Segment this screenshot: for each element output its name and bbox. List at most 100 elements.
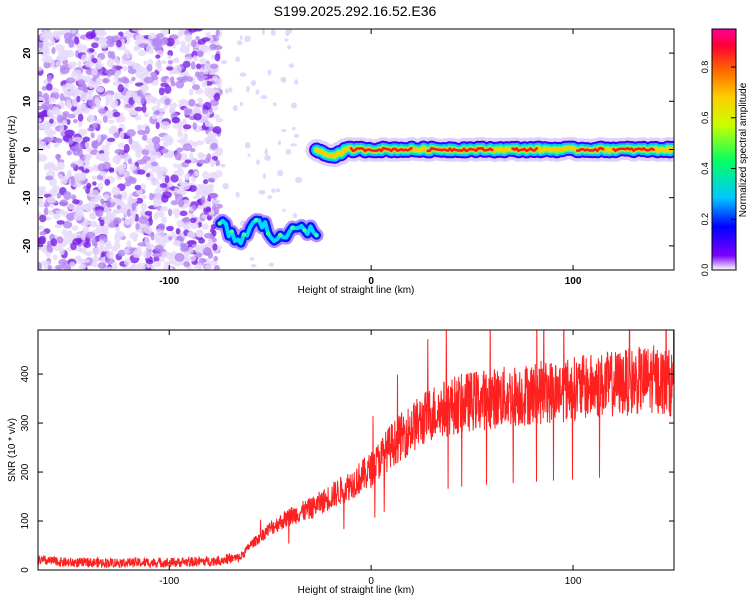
noise-speck <box>63 191 72 201</box>
noise-speck <box>286 29 293 34</box>
noise-speck <box>104 69 114 74</box>
noise-speck <box>58 259 68 266</box>
figure-title: S199.2025.292.16.52.E36 <box>274 3 437 19</box>
noise-speck <box>145 259 154 265</box>
noise-speck <box>43 29 53 39</box>
noise-speck <box>186 240 197 245</box>
snr-series-line <box>38 330 674 570</box>
noise-speck <box>38 118 42 123</box>
noise-speck <box>86 182 92 190</box>
y-tick-label: 10 <box>22 95 33 107</box>
noise-speck <box>137 49 146 57</box>
noise-speck <box>106 250 115 259</box>
colorbar-tick-label: 0.2 <box>700 213 710 226</box>
noise-speck <box>83 107 90 114</box>
noise-speck <box>77 247 83 253</box>
noise-speck <box>113 217 122 225</box>
noise-speck <box>164 98 171 106</box>
noise-speck <box>245 85 250 93</box>
noise-speck <box>204 184 214 191</box>
noise-speck <box>205 206 212 213</box>
noise-speck <box>275 188 281 193</box>
noise-speck <box>145 125 150 135</box>
noise-speck <box>63 32 73 41</box>
noise-speck <box>215 147 224 157</box>
noise-speck <box>44 202 50 208</box>
noise-speck <box>190 39 197 48</box>
noise-speck <box>183 261 191 268</box>
noise-speck <box>149 264 156 270</box>
noise-speck <box>38 105 44 111</box>
noise-speck <box>46 243 52 252</box>
noise-speck <box>117 249 126 257</box>
noise-speck <box>123 152 130 162</box>
noise-speck <box>98 153 108 162</box>
noise-speck <box>168 208 173 217</box>
noise-speck <box>85 147 93 152</box>
noise-speck <box>208 260 218 266</box>
noise-speck <box>130 143 137 150</box>
noise-speck <box>177 132 184 138</box>
y-tick-label: 0 <box>20 567 31 573</box>
noise-speck <box>247 153 251 157</box>
noise-speck <box>95 224 104 233</box>
noise-speck <box>295 176 303 184</box>
noise-speck <box>124 181 132 187</box>
noise-speck <box>156 65 163 72</box>
noise-speck <box>71 204 81 213</box>
noise-speck <box>137 159 148 165</box>
noise-speck <box>72 199 80 205</box>
noise-speck <box>136 169 146 175</box>
noise-speck <box>216 83 222 89</box>
noise-speck <box>145 243 155 250</box>
noise-speck <box>144 236 151 246</box>
noise-speck <box>285 149 292 155</box>
noise-speck <box>143 60 148 66</box>
noise-speck <box>197 71 205 78</box>
noise-speck <box>44 43 49 52</box>
noise-speck <box>44 127 53 136</box>
noise-speck <box>44 55 53 64</box>
noise-speck <box>123 171 131 177</box>
noise-speck <box>90 189 100 198</box>
noise-speck <box>140 202 147 211</box>
y-tick-label: 400 <box>20 365 31 382</box>
noise-speck <box>235 191 240 198</box>
noise-speck <box>179 210 188 217</box>
noise-speck <box>71 194 77 201</box>
noise-speck <box>130 111 139 116</box>
noise-speck <box>244 35 251 43</box>
noise-speck <box>61 229 68 236</box>
mid-band-blob <box>314 233 319 238</box>
noise-speck <box>116 205 121 210</box>
noise-speck <box>113 92 122 101</box>
noise-speck <box>210 136 217 144</box>
noise-speck <box>161 251 171 258</box>
noise-speck <box>228 87 233 93</box>
noise-speck <box>203 87 213 96</box>
noise-speck <box>166 225 174 232</box>
noise-speck <box>80 104 85 111</box>
noise-speck <box>167 54 172 60</box>
noise-speck <box>81 54 88 63</box>
noise-speck <box>113 111 121 118</box>
noise-speck <box>90 198 98 204</box>
noise-speck <box>46 110 52 117</box>
noise-speck <box>38 262 42 270</box>
y-tick-label: 200 <box>20 463 31 480</box>
y-tick-label: 0 <box>22 146 33 152</box>
noise-speck <box>157 223 166 230</box>
noise-speck <box>100 144 110 151</box>
noise-speck <box>49 118 54 124</box>
noise-speck <box>158 107 166 113</box>
noise-speck <box>56 161 65 171</box>
noise-speck <box>59 179 68 185</box>
noise-speck <box>264 154 271 161</box>
noise-speck <box>83 250 88 255</box>
noise-speck <box>213 92 220 102</box>
snr-panel: -100 0 100 0 100 200 300 400 Height of straigh… <box>7 329 675 596</box>
noise-speck <box>93 36 100 41</box>
noise-speck <box>160 121 171 130</box>
noise-speck <box>104 216 111 225</box>
noise-speck <box>142 250 152 259</box>
